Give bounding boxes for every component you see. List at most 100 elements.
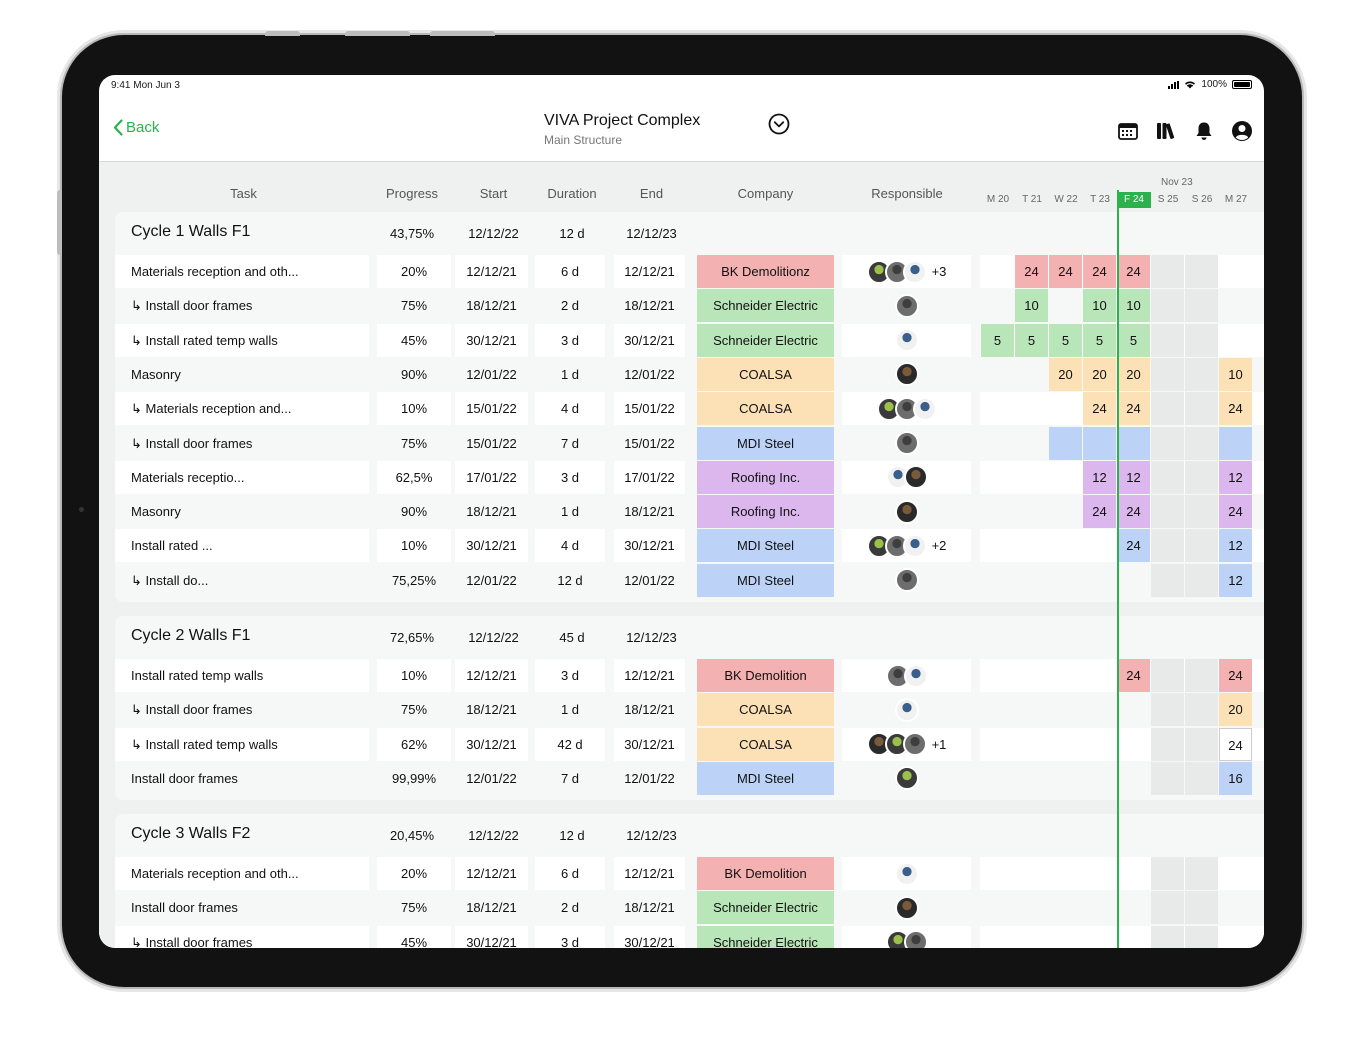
- bell-icon[interactable]: [1193, 120, 1215, 142]
- responsible-avatars[interactable]: [842, 460, 971, 494]
- avatar[interactable]: [894, 499, 919, 524]
- cell-task[interactable]: ↳ Install door frames: [115, 693, 369, 727]
- library-icon[interactable]: [1155, 120, 1177, 142]
- cell-task[interactable]: Install door frames: [115, 761, 369, 795]
- task-row[interactable]: ↳ Install rated temp walls 62% 30/12/21 42 …: [115, 727, 1264, 761]
- timeline-day[interactable]: T 21: [1022, 194, 1042, 205]
- gantt-cell[interactable]: 16: [1219, 761, 1252, 795]
- task-row[interactable]: Install rated temp walls 10% 12/12/21 3 d 12…: [115, 659, 1264, 692]
- gantt-cell[interactable]: 24: [1117, 255, 1150, 288]
- timeline-day[interactable]: W 22: [1054, 194, 1078, 205]
- gantt-cell[interactable]: 10: [1015, 289, 1048, 323]
- gantt-cell[interactable]: 24: [1219, 392, 1252, 426]
- cell-task[interactable]: Install door frames: [115, 891, 369, 925]
- gantt-cell[interactable]: 20: [1083, 357, 1116, 391]
- company-tag[interactable]: BK Demolitionz: [697, 255, 834, 288]
- avatar[interactable]: [903, 663, 928, 688]
- chevron-down-icon[interactable]: [768, 113, 790, 135]
- timeline-day[interactable]: M 27: [1224, 194, 1248, 205]
- avatar[interactable]: [912, 396, 937, 421]
- gantt-cell[interactable]: 20: [1049, 357, 1082, 391]
- avatar[interactable]: [894, 861, 919, 886]
- group-title[interactable]: Cycle 3 Walls F2: [131, 825, 251, 843]
- gantt-cell[interactable]: 20: [1117, 357, 1150, 391]
- gantt-cell[interactable]: 10: [1083, 289, 1116, 323]
- avatar[interactable]: [894, 697, 919, 722]
- company-tag[interactable]: BK Demolition: [697, 857, 834, 891]
- gantt-cell[interactable]: 24: [1117, 495, 1150, 529]
- company-tag[interactable]: BK Demolition: [697, 659, 834, 692]
- back-button[interactable]: Back: [113, 119, 159, 136]
- company-tag[interactable]: COALSA: [697, 357, 834, 391]
- cell-task[interactable]: Materials receptio...: [115, 460, 369, 494]
- more-count[interactable]: +2: [931, 538, 947, 554]
- responsible-avatars[interactable]: +3: [842, 255, 971, 288]
- responsible-avatars[interactable]: [842, 392, 971, 426]
- cell-task[interactable]: ↳ Install door frames: [115, 289, 369, 323]
- task-row[interactable]: ↳ Install do... 75,25% 12/01/22 12 d 12/01/2…: [115, 563, 1264, 597]
- gantt-cell[interactable]: 12: [1219, 563, 1252, 597]
- timeline-day[interactable]: F 24: [1117, 192, 1151, 208]
- gantt-cell[interactable]: [1083, 426, 1116, 460]
- gantt-cell[interactable]: 12: [1117, 460, 1150, 494]
- company-tag[interactable]: COALSA: [697, 392, 834, 426]
- avatar[interactable]: [894, 362, 919, 387]
- gantt-cell[interactable]: 24: [1117, 529, 1150, 563]
- timeline-day[interactable]: S 25: [1157, 194, 1179, 205]
- cell-task[interactable]: Materials reception and oth...: [115, 255, 369, 288]
- company-tag[interactable]: Schneider Electric: [697, 891, 834, 925]
- responsible-avatars[interactable]: [842, 426, 971, 460]
- gantt-cell[interactable]: [1049, 426, 1082, 460]
- avatar[interactable]: [903, 930, 928, 948]
- cell-task[interactable]: Install rated temp walls: [115, 659, 369, 692]
- task-row[interactable]: Materials receptio... 62,5% 17/01/22 3 d 17/…: [115, 460, 1264, 494]
- task-row[interactable]: Masonry 90% 12/01/22 1 d 12/01/22 COALSA 20 20 2…: [115, 357, 1264, 391]
- task-row[interactable]: Install rated ... 10% 30/12/21 4 d 30/12/21 M…: [115, 529, 1264, 563]
- gantt-cell[interactable]: [1117, 426, 1150, 460]
- timeline-day[interactable]: M 20: [986, 194, 1010, 205]
- timeline-day[interactable]: T 23: [1090, 194, 1110, 205]
- responsible-avatars[interactable]: [842, 891, 971, 925]
- responsible-avatars[interactable]: [842, 857, 971, 891]
- company-tag[interactable]: MDI Steel: [697, 761, 834, 795]
- gantt-cell[interactable]: 24: [1219, 659, 1252, 692]
- avatar[interactable]: [902, 533, 927, 558]
- company-tag[interactable]: Schneider Electric: [697, 323, 834, 357]
- timeline-day[interactable]: S 26: [1191, 194, 1213, 205]
- gantt-cell[interactable]: 24: [1219, 727, 1252, 761]
- avatar[interactable]: [894, 431, 919, 455]
- task-row[interactable]: ↳ Install door frames 75% 15/01/22 7 d 15/01…: [115, 426, 1264, 460]
- task-row[interactable]: ↳ Install door frames 75% 18/12/21 1 d 18/12…: [115, 693, 1264, 727]
- cell-task[interactable]: Install rated ...: [115, 529, 369, 563]
- company-tag[interactable]: COALSA: [697, 727, 834, 761]
- responsible-avatars[interactable]: +1: [842, 727, 971, 761]
- gantt-cell[interactable]: 20: [1219, 693, 1252, 727]
- avatar[interactable]: [894, 293, 919, 318]
- cell-task[interactable]: ↳ Materials reception and...: [115, 392, 369, 426]
- group-title[interactable]: Cycle 2 Walls F1: [131, 627, 251, 644]
- avatar[interactable]: [894, 568, 919, 593]
- cell-task[interactable]: Materials reception and oth...: [115, 857, 369, 891]
- gantt-cell[interactable]: 5: [1083, 323, 1116, 357]
- profile-icon[interactable]: [1231, 120, 1253, 142]
- responsible-avatars[interactable]: [842, 323, 971, 357]
- avatar[interactable]: [894, 895, 919, 920]
- cell-task[interactable]: ↳ Install rated temp walls: [115, 727, 369, 761]
- gantt-cell[interactable]: 5: [981, 323, 1014, 357]
- avatar[interactable]: [894, 328, 919, 353]
- gantt-cell[interactable]: 24: [1117, 659, 1150, 692]
- task-row[interactable]: ↳ Install door frames 45% 30/12/21 3 d 30/12…: [115, 925, 1264, 948]
- cell-task[interactable]: ↳ Install do...: [115, 563, 369, 597]
- responsible-avatars[interactable]: [842, 659, 971, 692]
- company-tag[interactable]: MDI Steel: [697, 426, 834, 460]
- gantt-cell[interactable]: 24: [1083, 495, 1116, 529]
- company-tag[interactable]: COALSA: [697, 693, 834, 727]
- task-row[interactable]: Masonry 90% 18/12/21 1 d 18/12/21 Roofing Inc…: [115, 495, 1264, 529]
- gantt-cell[interactable]: 5: [1117, 323, 1150, 357]
- gantt-cell[interactable]: 12: [1219, 529, 1252, 563]
- company-tag[interactable]: MDI Steel: [697, 529, 834, 563]
- responsible-avatars[interactable]: [842, 357, 971, 391]
- group-title[interactable]: Cycle 1 Walls F1: [131, 223, 251, 240]
- company-tag[interactable]: Roofing Inc.: [697, 495, 834, 529]
- more-count[interactable]: +1: [931, 736, 947, 752]
